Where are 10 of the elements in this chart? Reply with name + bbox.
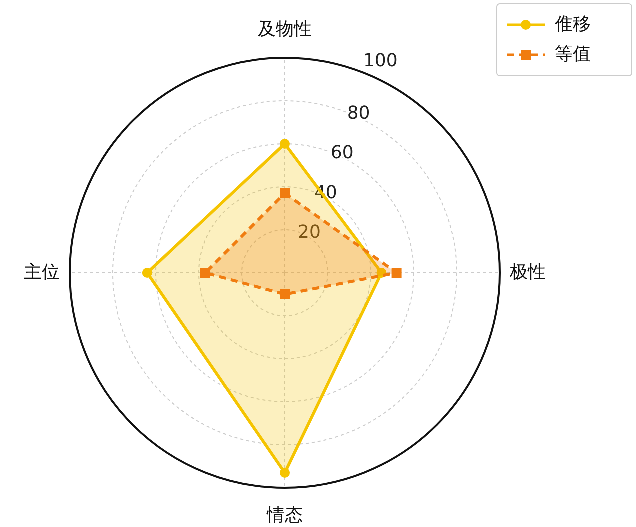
y-tick-label: 20 (298, 222, 321, 244)
spoke-label: 主位 (24, 262, 60, 283)
spoke-label: 情态 (266, 504, 303, 526)
spoke-label: 及物性 (258, 18, 312, 40)
legend-label: 等值 (555, 44, 591, 65)
y-tick-label: 80 (347, 103, 370, 124)
y-tick-label: 100 (363, 50, 398, 72)
legend-label: 倠移 (554, 14, 591, 35)
spoke-label: 极性 (509, 262, 546, 283)
y-tick-label: 60 (330, 142, 354, 164)
